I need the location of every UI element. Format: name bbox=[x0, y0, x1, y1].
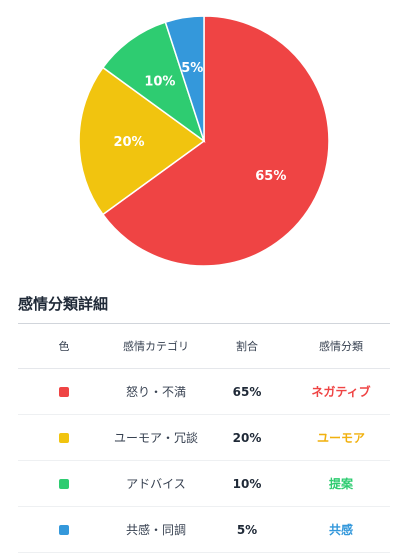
pie-slice-anger-complaint bbox=[101, 15, 330, 267]
pie-label-empathy: 5% bbox=[181, 61, 203, 76]
emotion-pie-chart: 65% 20% 10% 5% bbox=[78, 15, 330, 267]
row-percent: 65% bbox=[202, 368, 292, 415]
table-row: 怒り・不満 65% ネガティブ bbox=[18, 368, 390, 415]
color-swatch bbox=[59, 479, 69, 489]
row-category: アドバイス bbox=[110, 460, 202, 507]
header-color: 色 bbox=[18, 324, 110, 369]
pie-slice-empathy bbox=[164, 15, 205, 142]
table-header-row: 色 感情カテゴリ 割合 感情分類 bbox=[18, 324, 390, 369]
section-divider bbox=[18, 323, 390, 324]
pie-slice-humor-joke bbox=[78, 66, 206, 216]
table-row: ユーモア・冗談 20% ユーモア bbox=[18, 414, 390, 461]
row-percent: 20% bbox=[202, 414, 292, 461]
pie-slice-advice bbox=[101, 21, 206, 143]
pie-label-humor-joke: 20% bbox=[113, 135, 144, 150]
row-class: 提案 bbox=[292, 460, 390, 507]
color-swatch bbox=[59, 387, 69, 397]
pie-label-anger-complaint: 65% bbox=[255, 169, 286, 184]
row-class: ネガティブ bbox=[292, 368, 390, 415]
row-class: 共感 bbox=[292, 506, 390, 553]
color-swatch bbox=[59, 433, 69, 443]
row-percent: 5% bbox=[202, 506, 292, 553]
color-swatch bbox=[59, 525, 69, 535]
row-category: ユーモア・冗談 bbox=[110, 414, 202, 461]
pie-label-advice: 10% bbox=[144, 74, 175, 89]
header-class: 感情分類 bbox=[292, 324, 390, 369]
row-category: 怒り・不満 bbox=[110, 368, 202, 415]
header-percent: 割合 bbox=[202, 324, 292, 369]
emotion-table: 色 感情カテゴリ 割合 感情分類 怒り・不満 65% ネガティブ ユーモア・冗談… bbox=[18, 324, 390, 553]
header-category: 感情カテゴリ bbox=[110, 324, 202, 369]
section-title: 感情分類詳細 bbox=[18, 295, 109, 313]
table-row: アドバイス 10% 提案 bbox=[18, 460, 390, 507]
row-class: ユーモア bbox=[292, 414, 390, 461]
row-percent: 10% bbox=[202, 460, 292, 507]
table-row: 共感・同調 5% 共感 bbox=[18, 506, 390, 553]
row-category: 共感・同調 bbox=[110, 506, 202, 553]
